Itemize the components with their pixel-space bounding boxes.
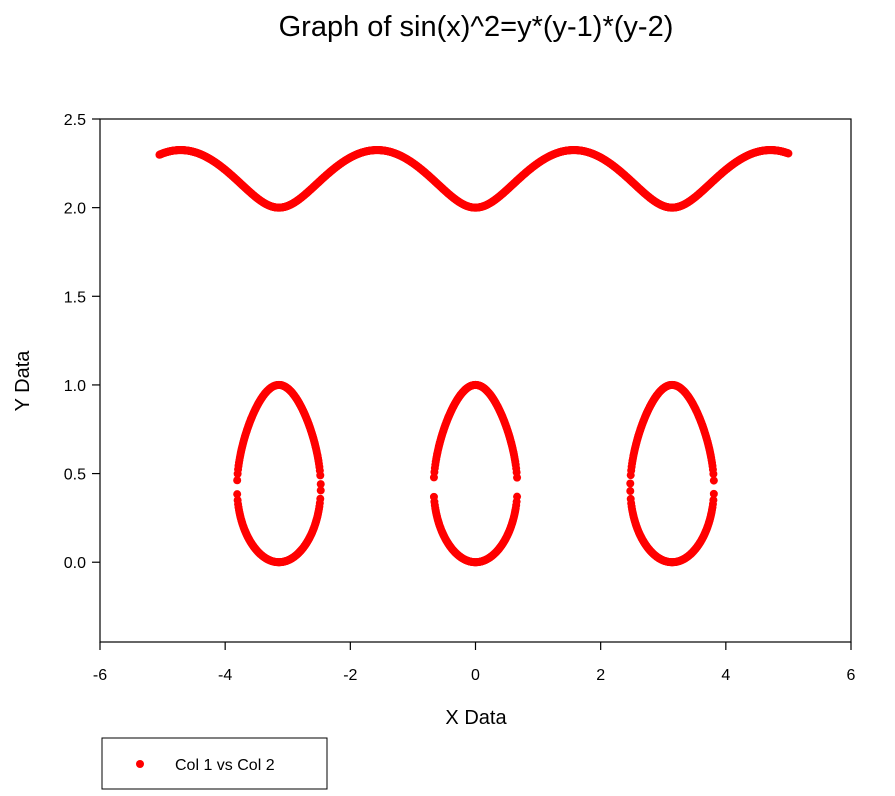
data-point bbox=[709, 476, 718, 485]
y-tick-label: 0.0 bbox=[64, 555, 86, 572]
legend-marker bbox=[136, 760, 144, 768]
x-tick-label: -2 bbox=[343, 667, 357, 684]
data-point bbox=[709, 469, 718, 478]
data-point bbox=[233, 490, 242, 499]
x-axis: -6 -4 -2 0 2 4 6 bbox=[93, 642, 856, 684]
y-axis-label: Y Data bbox=[12, 350, 34, 412]
data-point bbox=[626, 487, 635, 496]
y-tick-label: 1.5 bbox=[64, 289, 86, 306]
data-point bbox=[513, 473, 522, 482]
x-tick-label: -6 bbox=[93, 667, 107, 684]
y-tick-label: 2.5 bbox=[64, 112, 86, 129]
data-point bbox=[513, 492, 522, 501]
legend: Col 1 vs Col 2 bbox=[101, 737, 328, 790]
data-point bbox=[709, 496, 718, 505]
x-tick-label: 6 bbox=[847, 667, 856, 684]
y-axis: 0.0 0.5 1.0 1.5 2.0 2.5 bbox=[64, 112, 100, 572]
x-tick-label: -4 bbox=[218, 667, 232, 684]
data-point bbox=[233, 476, 242, 485]
data-point bbox=[316, 471, 325, 480]
data-point bbox=[626, 479, 635, 488]
data-point bbox=[316, 494, 325, 503]
x-tick-label: 2 bbox=[596, 667, 605, 684]
x-tick-label: 0 bbox=[471, 667, 480, 684]
y-tick-label: 1.0 bbox=[64, 378, 86, 395]
legend-entry: Col 1 vs Col 2 bbox=[175, 757, 275, 774]
data-point bbox=[709, 489, 718, 498]
data-series-col1-vs-col2 bbox=[155, 146, 793, 567]
y-tick-label: 2.0 bbox=[64, 201, 86, 218]
x-tick-label: 4 bbox=[721, 667, 730, 684]
data-point bbox=[784, 149, 793, 158]
data-point bbox=[316, 486, 325, 495]
x-axis-label: X Data bbox=[445, 707, 507, 729]
data-point bbox=[316, 480, 325, 489]
y-tick-label: 0.5 bbox=[64, 467, 86, 484]
chart-title: Graph of sin(x)^2=y*(y-1)*(y-2) bbox=[279, 11, 674, 43]
